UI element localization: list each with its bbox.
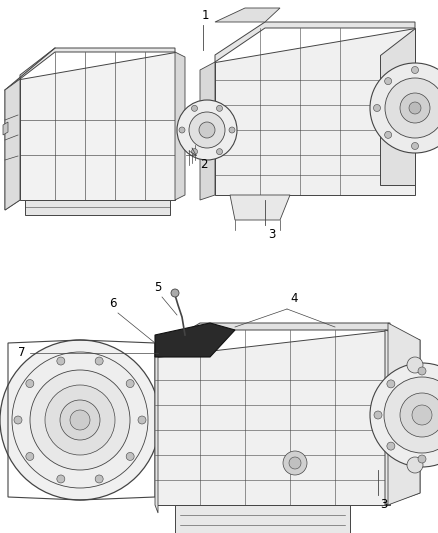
Circle shape [374, 104, 381, 111]
Polygon shape [3, 122, 8, 135]
Circle shape [289, 457, 301, 469]
Circle shape [12, 352, 148, 488]
Circle shape [407, 357, 423, 373]
Polygon shape [5, 79, 20, 210]
Circle shape [126, 453, 134, 461]
Polygon shape [25, 200, 170, 215]
Circle shape [385, 131, 392, 139]
Circle shape [418, 367, 426, 375]
Circle shape [189, 112, 225, 148]
Polygon shape [5, 79, 20, 210]
Polygon shape [155, 323, 235, 357]
Polygon shape [155, 330, 390, 505]
Circle shape [138, 416, 146, 424]
Polygon shape [200, 62, 215, 200]
Polygon shape [20, 52, 175, 200]
Circle shape [191, 149, 198, 155]
Circle shape [418, 455, 426, 463]
Polygon shape [215, 22, 415, 62]
Circle shape [0, 340, 160, 500]
Circle shape [387, 442, 395, 450]
Circle shape [216, 149, 223, 155]
Polygon shape [215, 8, 280, 22]
Circle shape [409, 102, 421, 114]
Circle shape [60, 400, 100, 440]
Text: 1: 1 [201, 9, 209, 22]
Circle shape [126, 379, 134, 387]
Circle shape [30, 370, 130, 470]
Circle shape [370, 363, 438, 467]
Circle shape [283, 451, 307, 475]
Circle shape [191, 106, 198, 111]
Polygon shape [155, 341, 172, 355]
Text: 6: 6 [109, 297, 117, 310]
Polygon shape [230, 195, 290, 220]
Circle shape [400, 393, 438, 437]
Polygon shape [380, 28, 415, 185]
Circle shape [70, 410, 90, 430]
Circle shape [412, 405, 432, 425]
Text: 7: 7 [18, 346, 26, 359]
Text: 5: 5 [154, 281, 162, 294]
Polygon shape [175, 505, 350, 533]
Circle shape [26, 453, 34, 461]
Circle shape [95, 357, 103, 365]
Circle shape [370, 63, 438, 153]
Circle shape [179, 127, 185, 133]
Polygon shape [155, 343, 158, 513]
Circle shape [177, 100, 237, 160]
Circle shape [95, 475, 103, 483]
Circle shape [199, 122, 215, 138]
Text: 3: 3 [380, 498, 387, 511]
Polygon shape [388, 323, 420, 505]
Circle shape [400, 93, 430, 123]
Circle shape [171, 289, 179, 297]
Circle shape [216, 106, 223, 111]
Text: 4: 4 [290, 292, 297, 305]
Polygon shape [215, 28, 415, 195]
Polygon shape [385, 330, 420, 505]
Circle shape [385, 78, 392, 85]
Circle shape [57, 357, 65, 365]
Circle shape [26, 379, 34, 387]
Text: 2: 2 [200, 158, 208, 171]
Circle shape [374, 411, 382, 419]
Circle shape [229, 127, 235, 133]
Circle shape [384, 377, 438, 453]
Circle shape [387, 380, 395, 388]
Polygon shape [175, 52, 185, 200]
Circle shape [57, 475, 65, 483]
Polygon shape [20, 48, 175, 79]
Circle shape [45, 385, 115, 455]
Circle shape [411, 67, 418, 74]
Text: 3: 3 [268, 228, 276, 241]
Circle shape [407, 457, 423, 473]
Circle shape [411, 142, 418, 149]
Polygon shape [155, 323, 390, 357]
Circle shape [385, 78, 438, 138]
Circle shape [14, 416, 22, 424]
